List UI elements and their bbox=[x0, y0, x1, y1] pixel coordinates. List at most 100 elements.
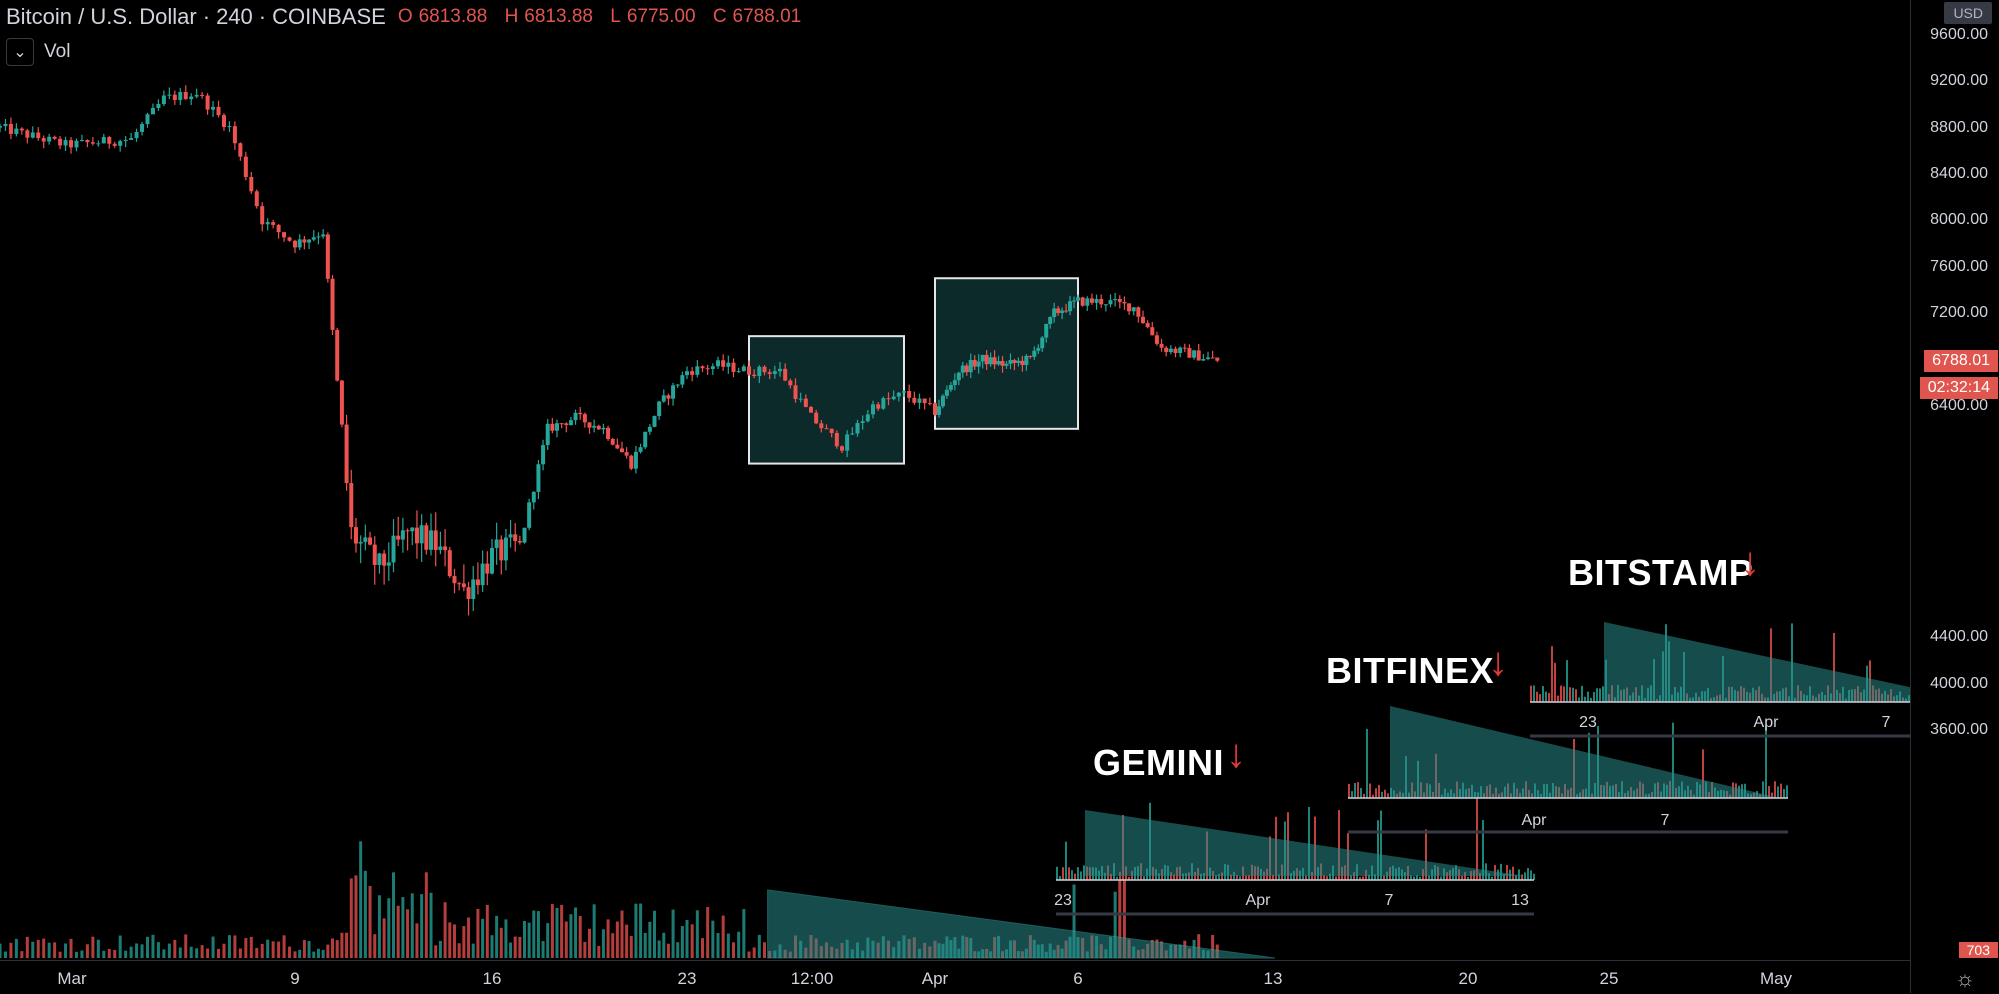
inset-volume-bar bbox=[1780, 783, 1782, 798]
interval-label[interactable]: 240 bbox=[216, 4, 253, 29]
candle-body bbox=[829, 428, 834, 433]
candle-body bbox=[1020, 360, 1025, 366]
inset-volume-bar bbox=[1599, 688, 1601, 702]
time-tick-label: Mar bbox=[57, 969, 87, 988]
candle-body bbox=[917, 398, 922, 403]
volume-bar bbox=[260, 943, 264, 958]
inset-volume-bar bbox=[1524, 872, 1526, 880]
volume-bar bbox=[302, 940, 306, 958]
highlight-box bbox=[748, 335, 905, 465]
volume-bar bbox=[91, 936, 95, 958]
candle-body bbox=[1036, 348, 1041, 351]
inset-volume-bar bbox=[1338, 810, 1340, 880]
currency-badge[interactable]: USD bbox=[1944, 2, 1992, 24]
volume-bar bbox=[752, 947, 756, 958]
time-tick-label: 9 bbox=[290, 969, 300, 988]
candle-body bbox=[814, 412, 819, 424]
candle-body bbox=[992, 357, 997, 365]
gear-icon[interactable]: ☼ bbox=[1954, 966, 1975, 991]
volume-bar bbox=[742, 909, 746, 958]
volume-bar bbox=[293, 951, 297, 958]
inset-volume-bar bbox=[1596, 688, 1598, 702]
inset-volume-bar bbox=[1500, 863, 1502, 880]
price-chart[interactable] bbox=[0, 0, 1910, 960]
inset-volume-bar bbox=[1194, 872, 1196, 880]
inset-volume-bar bbox=[1545, 691, 1547, 702]
volume-bar bbox=[485, 904, 489, 958]
candle-body bbox=[1094, 298, 1099, 303]
candle-body bbox=[414, 527, 419, 544]
volume-bar bbox=[211, 936, 215, 958]
inset-volume-bar bbox=[1353, 872, 1355, 880]
candle-body bbox=[933, 403, 937, 415]
candle-body bbox=[3, 123, 8, 127]
volume-bar bbox=[671, 909, 675, 958]
inset-volume-bar bbox=[1366, 728, 1368, 798]
time-axis[interactable]: Mar 9 16 23 12:00 Apr 6 13 20 25 May bbox=[0, 960, 1910, 994]
inset-volume-bar bbox=[1566, 660, 1568, 702]
volume-bar bbox=[601, 929, 605, 958]
inset-volume-bar bbox=[1182, 873, 1184, 880]
candle-body bbox=[871, 404, 875, 415]
down-arrow-icon: ↓ bbox=[1740, 540, 1760, 584]
volume-bar bbox=[629, 935, 633, 958]
volume-label[interactable]: Vol bbox=[44, 41, 71, 62]
volume-bar bbox=[471, 943, 475, 958]
inset-volume-bar bbox=[1419, 876, 1421, 880]
volume-wedge bbox=[767, 889, 1276, 959]
volume-bar bbox=[406, 909, 410, 958]
down-arrow-icon: ↓ bbox=[1226, 732, 1246, 776]
inset-volume-bar bbox=[1521, 874, 1523, 880]
inset-volume-bar bbox=[1530, 870, 1532, 880]
inset-volume-bar bbox=[1335, 876, 1337, 880]
candle-body bbox=[666, 395, 671, 399]
chevron-down-icon[interactable]: ⌄ bbox=[6, 38, 34, 66]
candle-body bbox=[685, 371, 689, 376]
inset-volume-bar bbox=[1533, 685, 1535, 702]
price-axis[interactable]: USD 9600.00 9200.00 8800.00 8400.00 8000.00 7… bbox=[1910, 0, 1999, 993]
candle-body bbox=[349, 483, 354, 528]
candle-body bbox=[90, 142, 95, 144]
volume-bar bbox=[555, 907, 559, 958]
candle-body bbox=[271, 222, 276, 225]
candle-body bbox=[624, 452, 629, 456]
inset-volume-bar bbox=[1351, 791, 1353, 798]
volume-bar bbox=[349, 878, 353, 958]
candle-body bbox=[227, 126, 232, 128]
candle-body bbox=[568, 420, 573, 426]
candle-body bbox=[1024, 355, 1029, 366]
symbol-name[interactable]: Bitcoin / U.S. Dollar bbox=[6, 4, 197, 29]
inset-volume-bar bbox=[1104, 872, 1106, 880]
volume-bar bbox=[167, 943, 171, 958]
volume-bar bbox=[288, 946, 292, 958]
inset-volume-bar bbox=[1068, 867, 1070, 880]
candle-body bbox=[721, 360, 726, 367]
candle-body bbox=[14, 128, 19, 134]
candle-body bbox=[1173, 348, 1178, 354]
candle-body bbox=[907, 391, 912, 398]
candle-body bbox=[747, 366, 751, 375]
volume-bar bbox=[457, 943, 461, 958]
candle-body bbox=[107, 137, 112, 144]
inset-volume-bar bbox=[1479, 872, 1481, 880]
candle-body bbox=[922, 398, 927, 404]
candle-body bbox=[564, 423, 569, 426]
candle-body bbox=[134, 131, 139, 139]
candle-body bbox=[896, 392, 901, 397]
candle-body bbox=[1131, 307, 1136, 312]
candle-body bbox=[1127, 303, 1132, 312]
volume-bar bbox=[326, 944, 330, 958]
volume-bar bbox=[195, 948, 199, 958]
volume-bar bbox=[266, 939, 270, 958]
inset-volume-bar bbox=[1551, 646, 1553, 702]
candle-body bbox=[508, 534, 513, 538]
candle-body bbox=[980, 354, 985, 362]
inset-volume-bar bbox=[1762, 781, 1764, 798]
bitstamp-axis-label: 7 bbox=[1881, 714, 1891, 731]
volume-bar bbox=[757, 934, 761, 958]
volume-bar bbox=[368, 886, 372, 958]
volume-bar bbox=[1072, 884, 1076, 958]
candle-body bbox=[232, 126, 237, 144]
bitfinex-label: BITFINEX bbox=[1326, 650, 1495, 691]
candle-body bbox=[1117, 299, 1122, 302]
